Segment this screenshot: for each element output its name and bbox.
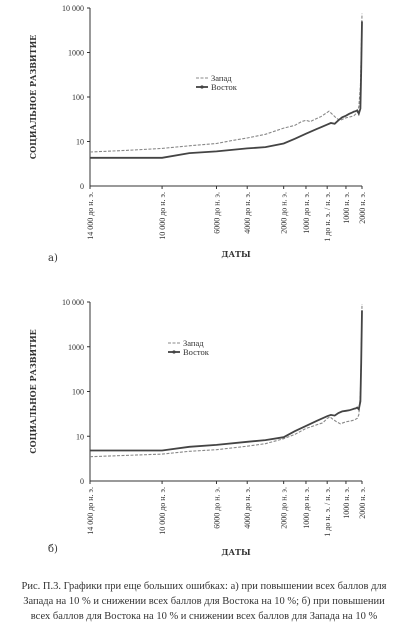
x-tick-label: 2000 н. э.	[358, 192, 367, 224]
y-tick-label-zero: 0	[80, 477, 84, 486]
x-tick-label: 6000 до н. э.	[212, 192, 221, 234]
y-tick-label: 10 000	[62, 4, 84, 13]
legend-marker	[172, 350, 176, 354]
y-tick-label-zero: 0	[80, 182, 84, 191]
legend-marker	[200, 85, 204, 89]
x-tick-label: 1000 н. э.	[342, 487, 351, 519]
legend-label: Запад	[211, 73, 232, 83]
y-tick-label: 1000	[68, 49, 84, 58]
y-axis-title: СОЦИАЛЬНОЕ РАЗВИТИЕ	[28, 35, 38, 159]
x-tick-label: 14 000 до н. э.	[86, 487, 95, 535]
x-tick-label: 10 000 до н. э.	[158, 192, 167, 240]
y-tick-label: 100	[72, 93, 84, 102]
series-line-west	[89, 303, 363, 458]
y-tick-label: 10	[76, 138, 84, 147]
y-tick-label: 10	[76, 432, 84, 441]
figure-caption: Рис. П.3. Графики при еще больших ошибка…	[21, 581, 387, 622]
panel-label: б)	[48, 544, 58, 555]
x-tick-label: 6000 до н. э.	[212, 487, 221, 529]
panel-label: а)	[48, 253, 58, 264]
y-tick-label: 10 000	[62, 298, 84, 307]
x-tick-label: 4000 до н. э.	[243, 192, 252, 234]
x-tick-label: 1000 до н. э.	[302, 487, 311, 529]
y-tick-label: 100	[72, 388, 84, 397]
legend-label: Восток	[183, 347, 210, 357]
x-tick-label: 2000 до н. э.	[280, 487, 289, 529]
x-tick-label: 10 000 до н. э.	[158, 487, 167, 535]
y-tick-label: 1000	[68, 343, 84, 352]
x-tick-label: 1000 н. э.	[342, 192, 351, 224]
legend-label: Запад	[183, 338, 204, 348]
x-tick-label: 2000 до н. э.	[280, 192, 289, 234]
x-tick-label: 1 до н. э. / н. э.	[323, 192, 332, 242]
y-axis-title: СОЦИАЛЬНОЕ РАЗВИТИЕ	[28, 329, 38, 453]
x-axis-title: ДАТЫ	[221, 547, 251, 557]
x-axis-title: ДАТЫ	[221, 249, 251, 259]
series-line-east	[90, 21, 363, 159]
x-tick-label: 1 до н. э. / н. э.	[323, 487, 332, 537]
series-line-west	[89, 13, 363, 153]
x-tick-label: 4000 до н. э.	[243, 487, 252, 529]
x-tick-label: 14 000 до н. э.	[86, 192, 95, 240]
x-tick-label: 2000 н. э.	[358, 487, 367, 519]
x-tick-label: 1000 до н. э.	[302, 192, 311, 234]
series-line-east	[90, 310, 363, 452]
legend-label: Восток	[211, 82, 238, 92]
